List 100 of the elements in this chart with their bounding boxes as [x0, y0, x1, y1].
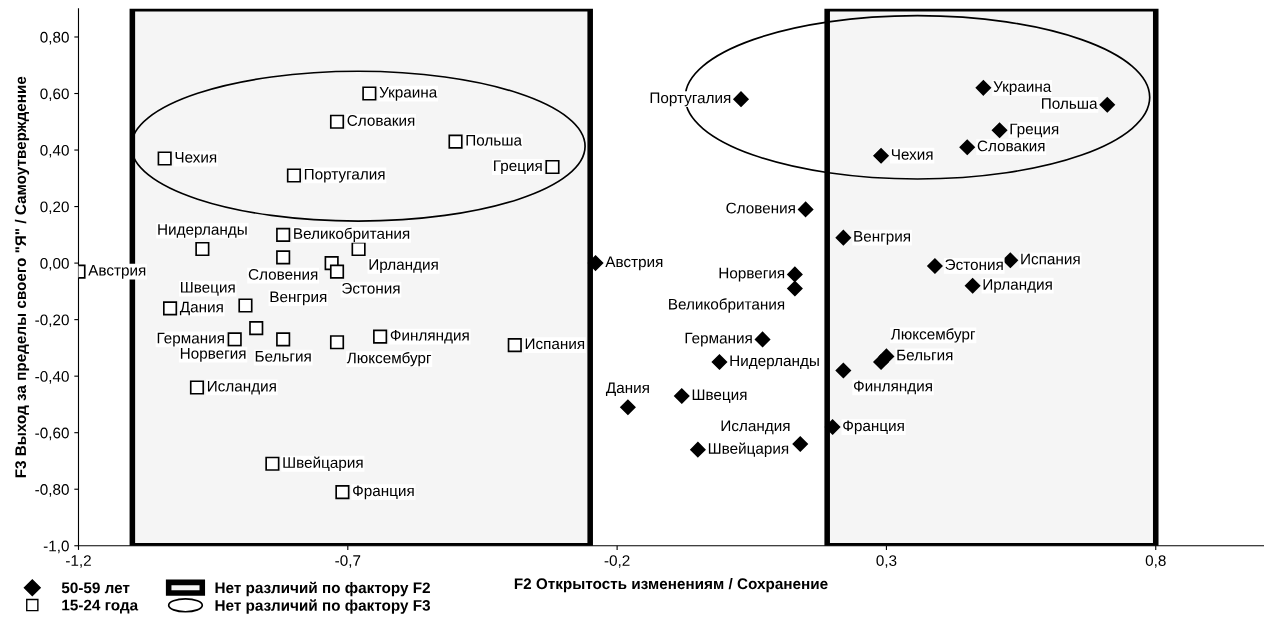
- data-label: Чехия: [891, 149, 933, 160]
- point: [711, 354, 728, 370]
- y-tick-label: -1,0: [43, 540, 69, 554]
- data-label: Австрия: [605, 256, 663, 271]
- data-label: Франция: [353, 485, 414, 500]
- legend-label: Нет различий по фактору F2: [215, 581, 430, 597]
- point: [873, 147, 889, 164]
- point: [157, 151, 172, 166]
- data-label: Люксембург: [346, 351, 432, 367]
- data-label: Словакия: [977, 140, 1045, 152]
- point: [329, 335, 345, 350]
- point: [373, 329, 388, 344]
- data-label: Португалия: [650, 92, 731, 107]
- data-label: Великобритания: [669, 298, 785, 313]
- y-tick-label: -0,40: [35, 371, 69, 384]
- data-label: Эстония: [342, 282, 400, 294]
- data-label: Швеция: [692, 389, 747, 403]
- point: [276, 227, 291, 242]
- point: [587, 255, 604, 271]
- data-label: Чехия: [175, 151, 217, 163]
- data-label: Словакия: [347, 115, 415, 126]
- legend-label: 50-59 лет: [61, 582, 130, 594]
- data-label: Великобритания: [294, 227, 410, 243]
- point: [329, 264, 345, 279]
- data-label: Словения: [248, 268, 318, 280]
- data-label: Ирландия: [369, 259, 438, 273]
- data-label: Эстония: [945, 259, 1003, 271]
- data-label: Германия: [685, 332, 752, 347]
- data-label: Франция: [843, 420, 904, 435]
- point: [787, 280, 803, 297]
- data-label: Исландия: [207, 380, 276, 395]
- data-label: Португалия: [304, 168, 385, 183]
- data-label: Швейцария: [708, 442, 789, 457]
- y-tick-label: -0,80: [35, 484, 69, 497]
- x-tick-label: 0,3: [876, 555, 897, 568]
- point: [448, 134, 463, 149]
- point: [335, 484, 350, 500]
- point: [227, 332, 242, 347]
- legend-label: 15-24 года: [62, 599, 139, 614]
- y-tick-label: -0,20: [35, 314, 69, 328]
- x-tick-label: -0,7: [335, 555, 361, 568]
- data-label: Финляндия: [853, 380, 932, 395]
- data-label: Германия: [157, 332, 224, 347]
- y-tick-label: 0,60: [40, 88, 69, 102]
- data-label: Испания: [525, 338, 585, 350]
- data-label: Швейцария: [283, 456, 363, 472]
- data-label: Нидерланды: [730, 355, 819, 370]
- data-label: Финляндия: [390, 329, 469, 344]
- point: [733, 91, 749, 107]
- data-label: Исландия: [721, 420, 790, 435]
- data-label: Польша: [466, 135, 523, 146]
- data-label: Дания: [605, 382, 649, 397]
- point: [238, 298, 253, 313]
- x-axis-title: F2 Открытость изменениям / Сохранение: [514, 577, 828, 593]
- data-label: Норвегия: [719, 267, 785, 282]
- point: [265, 456, 280, 471]
- point: [964, 278, 981, 294]
- x-tick-label: 0,8: [1145, 555, 1166, 568]
- point: [162, 301, 178, 316]
- y-axis-title: F3 Выход за пределы своего "Я" / Самоутверждение: [14, 76, 30, 478]
- data-label: Словения: [726, 202, 795, 214]
- point: [927, 258, 943, 274]
- point: [620, 399, 636, 415]
- data-label: Австрия: [88, 265, 146, 279]
- point: [329, 114, 345, 129]
- point: [276, 332, 291, 347]
- data-label: Швеция: [180, 282, 235, 296]
- point: [351, 241, 366, 257]
- data-label: Дания: [179, 301, 223, 316]
- data-label: Греция: [494, 160, 542, 175]
- x-tick-label: -1,2: [66, 555, 91, 568]
- y-tick-label: 0,80: [40, 31, 69, 45]
- point: [754, 331, 771, 348]
- data-label: Испания: [1021, 253, 1080, 265]
- point: [824, 419, 841, 435]
- data-label: Люксембург: [890, 328, 976, 343]
- x-tick-label: -0,2: [604, 555, 630, 568]
- data-label: Греция: [1010, 123, 1059, 138]
- data-label: Бельгия: [255, 351, 311, 362]
- point: [189, 380, 205, 395]
- data-label: Бельгия: [897, 349, 953, 361]
- point: [362, 86, 377, 101]
- point: [1002, 252, 1019, 268]
- point: [286, 168, 302, 183]
- y-tick-label: 0,20: [40, 201, 69, 215]
- y-tick-label: 0,40: [40, 144, 69, 158]
- data-label: Венгрия: [270, 291, 327, 306]
- point: [249, 321, 264, 336]
- point: [507, 337, 522, 353]
- point: [545, 159, 560, 175]
- data-label: Нидерланды: [158, 224, 247, 238]
- data-label: Украина: [379, 86, 438, 101]
- data-label: Украина: [993, 81, 1052, 95]
- data-label: Венгрия: [854, 231, 910, 245]
- point: [1099, 97, 1115, 113]
- point: [690, 441, 706, 458]
- point: [835, 362, 852, 379]
- data-label: Норвегия: [180, 348, 246, 362]
- y-tick-label: 0,00: [40, 257, 69, 271]
- point: [195, 241, 210, 257]
